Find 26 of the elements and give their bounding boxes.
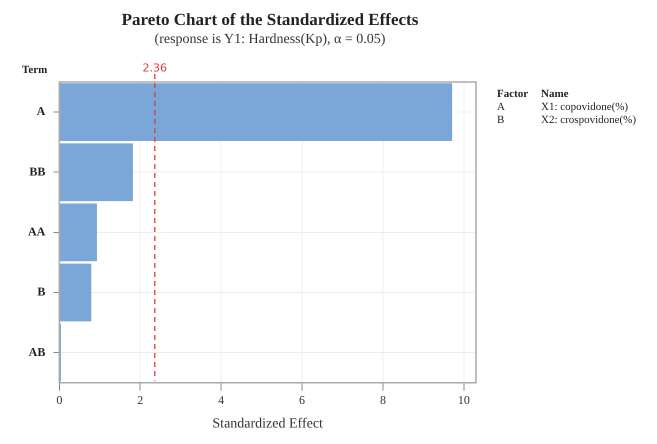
text: Factor — [497, 88, 530, 101]
x-tick-label: 2 — [137, 393, 144, 408]
x-tick-label: 6 — [299, 393, 306, 408]
text: X2: crospovidone(%) — [541, 114, 636, 127]
y-tick-label: AA — [28, 224, 46, 238]
x-tick-label: 8 — [380, 393, 386, 408]
x-tick-label: 0 — [56, 393, 62, 408]
text: Name — [541, 88, 570, 101]
y-tick-label: AB — [28, 344, 46, 359]
text: A — [497, 101, 506, 114]
text: B — [497, 114, 506, 127]
ref-line-label: 2.36 — [142, 61, 168, 74]
y-axis-title: Term — [22, 64, 48, 76]
y-tick-label: BB — [29, 164, 46, 178]
bar — [60, 143, 133, 202]
chart-title: Pareto Chart of the Standardized Effects — [120, 10, 420, 30]
chart-subtitle: (response is Y1: Hardness(Kp), α = 0.05) — [154, 32, 386, 48]
x-tick-label: 4 — [218, 393, 224, 408]
x-tick-label: 10 — [458, 393, 470, 408]
text: X1: copovidone(%) — [541, 101, 630, 114]
bar — [60, 264, 92, 322]
bar — [60, 83, 452, 141]
x-axis-title: Standardized Effect — [212, 416, 324, 432]
y-tick-label: B — [37, 284, 46, 299]
y-tick-label: A — [36, 104, 46, 118]
bar — [60, 204, 97, 262]
